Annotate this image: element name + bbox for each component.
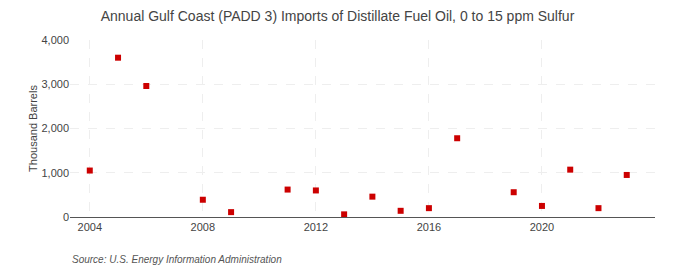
svg-text:0: 0 — [63, 211, 69, 223]
svg-text:4,000: 4,000 — [41, 34, 69, 46]
svg-text:2016: 2016 — [417, 221, 441, 233]
svg-text:2008: 2008 — [191, 221, 215, 233]
svg-text:2020: 2020 — [530, 221, 554, 233]
svg-text:2,000: 2,000 — [41, 122, 69, 134]
svg-text:Annual Gulf Coast (PADD 3) Imp: Annual Gulf Coast (PADD 3) Imports of Di… — [101, 8, 575, 24]
svg-text:1,000: 1,000 — [41, 167, 69, 179]
svg-text:3,000: 3,000 — [41, 78, 69, 90]
svg-text:2004: 2004 — [78, 221, 102, 233]
svg-text:2012: 2012 — [304, 221, 328, 233]
svg-text:Thousand Barrels: Thousand Barrels — [27, 85, 39, 172]
svg-text:Source: U.S. Energy Informatio: Source: U.S. Energy Information Administ… — [72, 254, 282, 265]
